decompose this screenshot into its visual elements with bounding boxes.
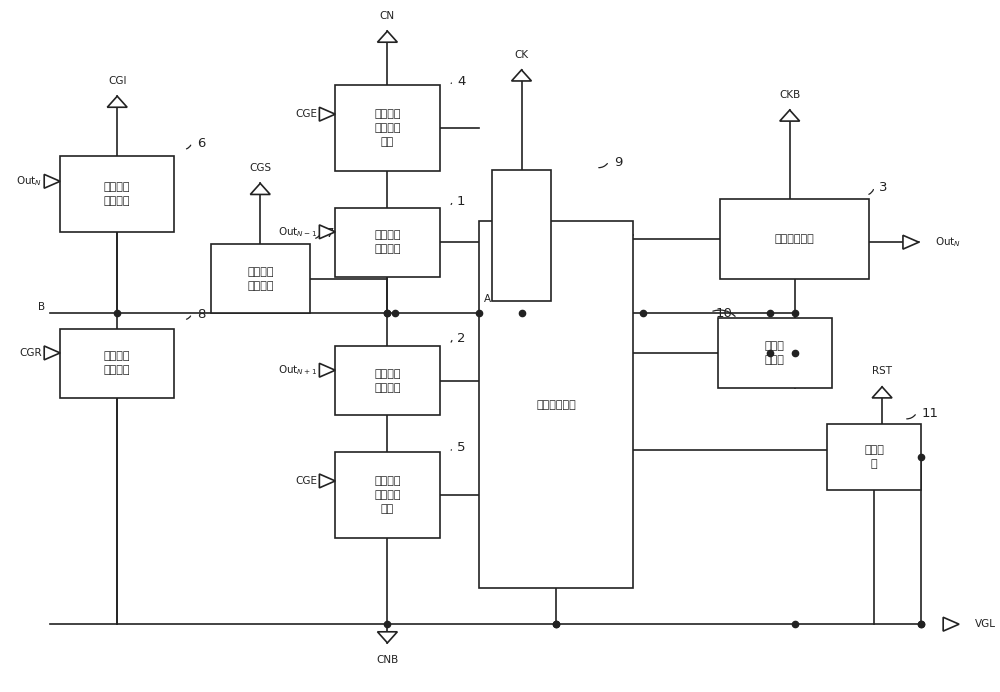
FancyBboxPatch shape xyxy=(211,244,310,313)
Text: 第二信号
输出终止
模块: 第二信号 输出终止 模块 xyxy=(374,476,401,513)
Text: VGL: VGL xyxy=(975,619,996,629)
Polygon shape xyxy=(319,225,335,239)
Text: 11: 11 xyxy=(922,407,939,420)
Text: CGI: CGI xyxy=(108,76,126,86)
Text: 第二输入
控制模块: 第二输入 控制模块 xyxy=(374,369,401,392)
Text: 第一输入
控制模块: 第一输入 控制模块 xyxy=(374,230,401,254)
Polygon shape xyxy=(903,235,919,249)
Text: 信号输出
选择模块: 信号输出 选择模块 xyxy=(104,182,130,206)
Text: 10: 10 xyxy=(715,307,732,320)
Polygon shape xyxy=(377,31,397,42)
Text: CN: CN xyxy=(380,11,395,21)
Text: CNB: CNB xyxy=(376,655,399,665)
Text: B: B xyxy=(38,302,45,312)
FancyBboxPatch shape xyxy=(827,424,921,490)
FancyBboxPatch shape xyxy=(60,156,174,232)
FancyBboxPatch shape xyxy=(335,85,440,172)
Text: 6: 6 xyxy=(197,137,205,150)
Text: 第二输
出模块: 第二输 出模块 xyxy=(765,341,785,365)
Text: CGE: CGE xyxy=(295,476,317,486)
Text: 3: 3 xyxy=(879,181,888,194)
Polygon shape xyxy=(872,387,892,398)
Polygon shape xyxy=(512,70,531,81)
FancyBboxPatch shape xyxy=(60,329,174,398)
Text: A: A xyxy=(484,295,491,304)
Text: 7: 7 xyxy=(326,227,334,240)
Text: 第一信号
输出终止
模块: 第一信号 输出终止 模块 xyxy=(374,109,401,147)
Polygon shape xyxy=(319,363,335,377)
Polygon shape xyxy=(943,617,959,631)
Polygon shape xyxy=(44,346,60,360)
Polygon shape xyxy=(250,183,270,194)
Polygon shape xyxy=(780,110,800,121)
Text: Out$_{N-1}$: Out$_{N-1}$ xyxy=(278,225,317,239)
Text: Out$_N$: Out$_N$ xyxy=(935,235,961,249)
Text: 节点控制模块: 节点控制模块 xyxy=(536,400,576,410)
Text: Out$_N$: Out$_N$ xyxy=(16,174,42,188)
Text: 复位模
块: 复位模 块 xyxy=(864,445,884,468)
FancyBboxPatch shape xyxy=(718,318,832,388)
Text: 1: 1 xyxy=(457,195,465,208)
FancyBboxPatch shape xyxy=(720,199,869,278)
Text: 输出控制模块: 输出控制模块 xyxy=(775,234,815,244)
Text: RST: RST xyxy=(872,367,892,376)
Text: 2: 2 xyxy=(457,332,465,345)
FancyBboxPatch shape xyxy=(479,221,633,588)
Polygon shape xyxy=(377,632,397,643)
Text: 信号输出
触发模块: 信号输出 触发模块 xyxy=(247,267,274,291)
Text: 信号输出
复位模块: 信号输出 复位模块 xyxy=(104,352,130,375)
Text: 5: 5 xyxy=(457,441,465,455)
Polygon shape xyxy=(107,96,127,107)
Polygon shape xyxy=(319,474,335,488)
Text: Out$_{N+1}$: Out$_{N+1}$ xyxy=(278,363,317,377)
Text: CGE: CGE xyxy=(295,109,317,119)
FancyBboxPatch shape xyxy=(335,452,440,538)
Text: CGS: CGS xyxy=(249,163,271,173)
Text: 9: 9 xyxy=(614,156,622,169)
Text: 8: 8 xyxy=(197,308,205,321)
Text: CKB: CKB xyxy=(779,90,800,100)
Text: CGR: CGR xyxy=(20,348,42,358)
Polygon shape xyxy=(319,107,335,121)
FancyBboxPatch shape xyxy=(492,170,551,301)
Polygon shape xyxy=(44,174,60,188)
FancyBboxPatch shape xyxy=(335,208,440,277)
Text: 4: 4 xyxy=(457,75,465,88)
FancyBboxPatch shape xyxy=(335,346,440,415)
Text: CK: CK xyxy=(514,50,529,60)
